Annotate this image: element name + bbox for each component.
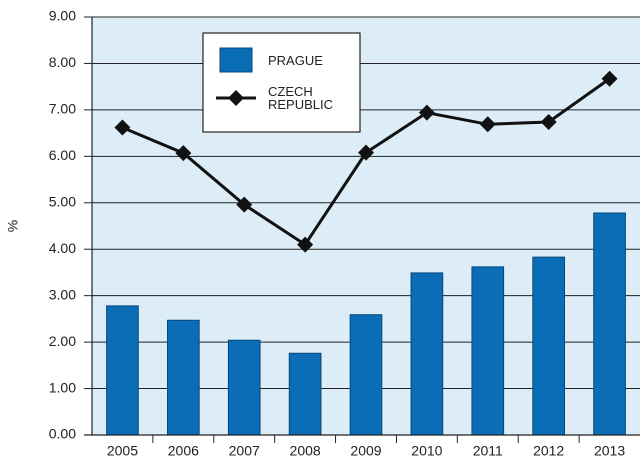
marker — [540, 113, 557, 130]
y-axis-label: % — [5, 220, 21, 232]
bar — [288, 352, 322, 436]
y-tick-label: 4.00 — [49, 240, 76, 256]
marker — [297, 236, 314, 253]
marker — [601, 70, 618, 87]
y-tick-label: 2.00 — [49, 333, 76, 349]
y-tick-label: 3.00 — [49, 286, 76, 302]
y-tick-label: 0.00 — [49, 426, 76, 442]
x-tick-label: 2011 — [473, 443, 503, 459]
y-tick-label: 8.00 — [49, 54, 76, 70]
marker — [236, 196, 253, 213]
x-tick-label: 2010 — [411, 443, 442, 459]
marker — [479, 116, 496, 133]
x-tick-label: 2007 — [229, 443, 260, 459]
x-tick-label: 2006 — [168, 443, 199, 459]
bar — [227, 339, 261, 436]
y-tick-label: 5.00 — [49, 193, 76, 209]
marker — [175, 145, 192, 162]
marker — [358, 144, 374, 161]
bar — [471, 266, 505, 436]
bar — [106, 305, 139, 436]
bar — [410, 272, 444, 436]
bar — [349, 314, 383, 436]
marker — [114, 119, 131, 136]
x-tick-label: 2005 — [107, 443, 138, 459]
legend-label-box: PRAGUE — [268, 52, 323, 68]
y-tick-label: 6.00 — [49, 147, 76, 163]
legend-label-box: CZECH REPUBLIC — [268, 84, 334, 112]
x-tick-label: 2008 — [290, 443, 321, 459]
x-tick-label: 2009 — [350, 443, 381, 459]
bar — [593, 212, 626, 436]
y-tick-label: 1.00 — [49, 379, 76, 395]
bar — [167, 319, 200, 436]
bar — [532, 256, 565, 436]
y-tick-label: 9.00 — [49, 8, 76, 24]
legend-marker — [228, 90, 244, 106]
x-tick-label: 2012 — [533, 443, 564, 459]
x-tick-label: 2013 — [594, 443, 625, 459]
legend-swatch — [219, 47, 253, 73]
legend-label: CZECH REPUBLIC — [268, 84, 334, 112]
marker — [418, 104, 435, 121]
y-tick-label: 7.00 — [49, 101, 76, 117]
legend-label: PRAGUE — [268, 52, 323, 68]
